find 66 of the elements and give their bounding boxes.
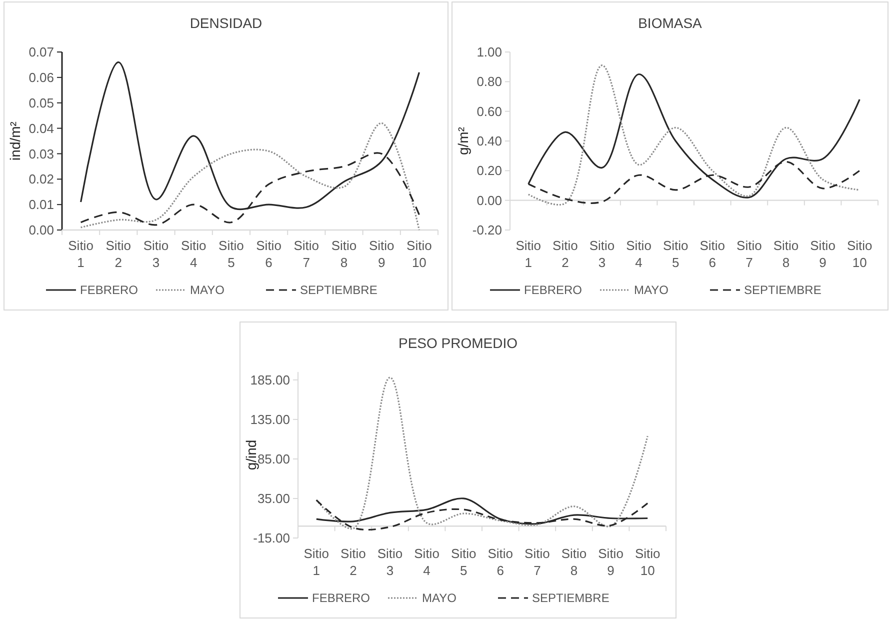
x-tick-label: Sitio 2	[106, 238, 132, 270]
x-tick-label: Sitio 10	[406, 238, 432, 270]
legend-label: FEBRERO	[312, 591, 370, 606]
y-tick-label: 0.07	[28, 44, 54, 60]
y-tick-label: 0.60	[476, 104, 502, 119]
x-tick-label: Sitio 5	[218, 238, 244, 270]
y-tick-label: -0.20	[472, 222, 502, 238]
x-tick-label: Sitio 1	[304, 546, 330, 578]
y-axis-title: g/ind	[243, 440, 259, 470]
y-tick-label: 0.01	[28, 197, 54, 212]
legend-label: FEBRERO	[80, 283, 138, 298]
legend-label: MAYO	[634, 283, 668, 298]
x-tick-label: Sitio 8	[561, 546, 587, 578]
y-tick-label: 0.02	[28, 172, 54, 187]
legend-label: SEPTIEMBRE	[532, 591, 610, 606]
y-tick-label: 0.06	[28, 70, 54, 85]
y-tick-label: 0.05	[28, 95, 54, 110]
line-series	[80, 122, 420, 231]
x-tick-label: Sitio 8	[773, 238, 799, 270]
x-tick-label: Sitio 9	[598, 546, 624, 578]
y-tick-label: 0.03	[28, 146, 54, 162]
x-tick-label: Sitio 7	[294, 238, 320, 270]
x-tick-label: Sitio 6	[256, 238, 282, 270]
x-tick-label: Sitio 10	[846, 238, 872, 270]
y-axis-title: ind/m²	[7, 121, 23, 160]
x-tick-label: Sitio 5	[662, 238, 688, 270]
y-tick-label: 35.00	[257, 491, 290, 506]
x-tick-label: Sitio 2	[552, 238, 578, 270]
x-tick-label: Sitio 3	[589, 238, 615, 270]
line-series	[316, 376, 648, 530]
y-tick-label: 135.00	[250, 412, 290, 427]
y-tick-label: 0.40	[476, 134, 502, 149]
legend-label: SEPTIEMBRE	[744, 283, 822, 298]
legend-label: FEBRERO	[524, 283, 582, 298]
y-tick-label: 0.00	[28, 222, 54, 238]
x-tick-label: Sitio 6	[488, 546, 514, 578]
x-tick-label: Sitio 1	[516, 238, 542, 270]
x-tick-label: Sitio 7	[524, 546, 550, 578]
x-tick-label: Sitio 9	[368, 238, 394, 270]
y-tick-label: 0.20	[476, 163, 502, 178]
x-tick-label: Sitio 9	[810, 238, 836, 270]
x-tick-label: Sitio 4	[414, 546, 440, 578]
x-tick-label: Sitio 4	[180, 238, 206, 270]
x-tick-label: Sitio 8	[331, 238, 357, 270]
y-tick-label: 1.00	[476, 44, 502, 60]
x-tick-label: Sitio 7	[736, 238, 762, 270]
y-tick-label: 0.80	[476, 74, 502, 90]
x-tick-label: Sitio 5	[450, 546, 476, 578]
x-tick-label: Sitio 2	[340, 546, 366, 578]
y-tick-label: -15.00	[253, 530, 290, 546]
x-tick-label: Sitio 10	[634, 546, 660, 578]
x-tick-label: Sitio 4	[626, 238, 652, 270]
x-tick-label: Sitio 3	[377, 546, 403, 578]
y-axis-title: g/m²	[455, 126, 471, 155]
y-tick-label: 185.00	[250, 372, 290, 388]
chart-title: PESO PROMEDIO	[398, 335, 518, 351]
legend-label: MAYO	[190, 283, 224, 298]
y-tick-label: 0.00	[476, 192, 502, 208]
legend-label: SEPTIEMBRE	[300, 283, 378, 298]
legend-label: MAYO	[422, 591, 456, 606]
x-tick-label: Sitio 6	[700, 238, 726, 270]
chart-title: BIOMASA	[638, 15, 703, 31]
y-tick-label: 0.04	[28, 120, 54, 136]
x-tick-label: Sitio 3	[143, 238, 169, 270]
x-tick-label: Sitio 1	[68, 238, 94, 270]
chart-title: DENSIDAD	[190, 15, 262, 31]
